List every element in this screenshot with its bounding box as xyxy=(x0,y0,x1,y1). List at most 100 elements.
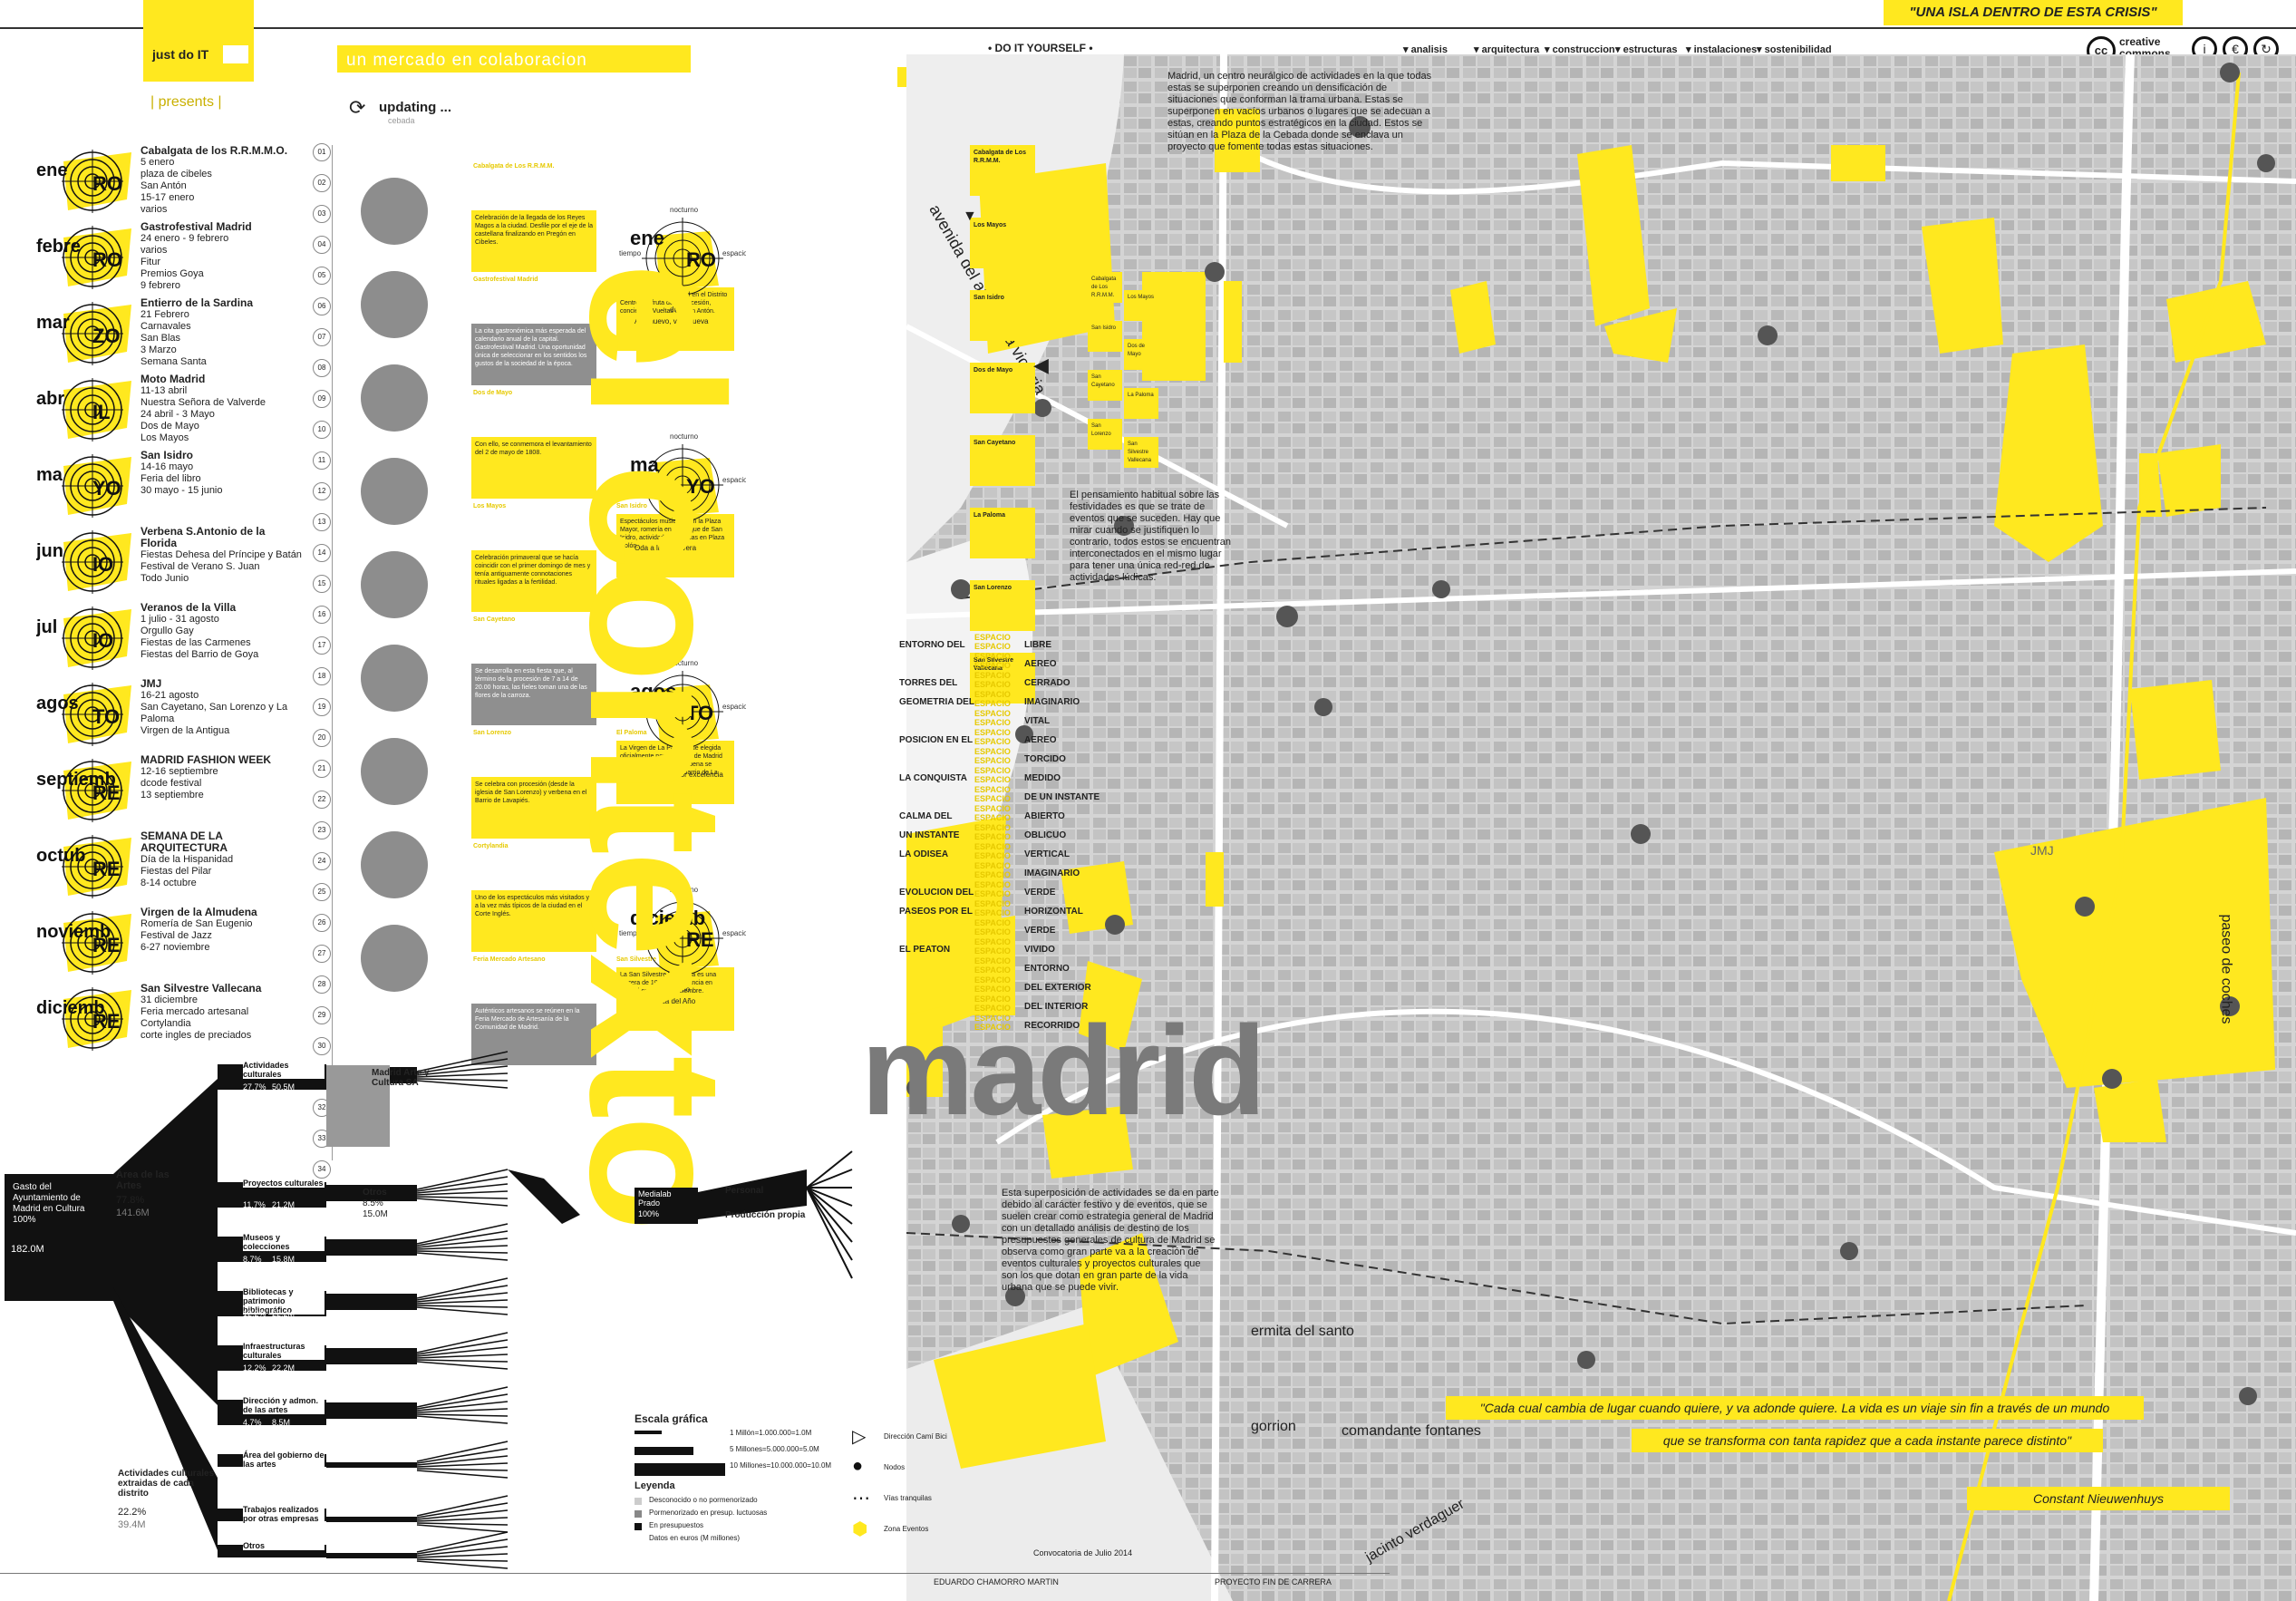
espacio-word: ESPACIO xyxy=(974,728,1011,737)
legend-label: Datos en euros (M millones) xyxy=(649,1534,741,1542)
event-block-small: San Isidro xyxy=(1088,321,1122,352)
sub-flow xyxy=(416,1277,509,1299)
month-suffix: RE xyxy=(92,934,121,956)
menu-item[interactable]: ▾ arquitectura xyxy=(1474,44,1540,55)
menu-item[interactable]: ▾ analisis xyxy=(1403,44,1448,55)
menu-item[interactable]: ▾ sostenibilidad xyxy=(1757,44,1832,55)
event-line: San Blas xyxy=(140,333,181,344)
event-line: Feria mercado artesanal xyxy=(140,1006,249,1017)
menu-item[interactable]: ▾ estructuras xyxy=(1615,44,1678,55)
dial-flag xyxy=(655,684,719,743)
sub-flow xyxy=(416,1305,509,1308)
menu-item[interactable]: ▾ construccion xyxy=(1545,44,1615,55)
legend-swatch xyxy=(635,1510,642,1518)
month-dial: ma YO xyxy=(36,454,131,518)
medialab-sub xyxy=(806,1187,853,1207)
espacio-right: VITAL xyxy=(1024,716,1051,726)
event-block: San Isidro xyxy=(970,290,1035,341)
dial-top-label: nocturno xyxy=(670,886,699,894)
legend-swatch xyxy=(635,1536,642,1543)
city-title: madrid xyxy=(861,999,1266,1141)
budget-sankey xyxy=(5,1051,853,1569)
node-label: Bibliotecas y patrimonio bibliográfico xyxy=(243,1287,325,1315)
scale-bar xyxy=(635,1431,662,1434)
intro-paragraph: Madrid, un centro neurálgico de activida… xyxy=(1167,71,1432,152)
connector-line xyxy=(332,145,333,1160)
event-group: JMJ 16-21 agosto San Cayetano, San Lorenzo… xyxy=(140,678,304,737)
row-number: 03 xyxy=(313,205,331,223)
dial-bottom-label: diurno xyxy=(670,985,691,994)
event-group: Moto Madrid 11-13 abril Nuestra Señora de … xyxy=(140,374,304,444)
sub-flow xyxy=(416,1198,509,1207)
dial-right-label: espacio xyxy=(722,703,746,711)
event-title: Gastrofestival Madrid xyxy=(473,277,538,283)
event-group: San Silvestre Vallecana 31 diciembre Feria… xyxy=(140,983,304,1042)
espacio-right: VERTICAL xyxy=(1024,849,1070,859)
espacio-word: ESPACIO xyxy=(974,832,1011,841)
legend-label: Pormenorizado en presup. luctuosas xyxy=(649,1509,768,1517)
dial-left-label: tiempo xyxy=(619,929,642,937)
dial-month-suffix: TO xyxy=(686,702,713,724)
pointer-icon: ▼ xyxy=(963,209,977,224)
row-number: 10 xyxy=(313,421,331,439)
node-pct: 27.7% xyxy=(243,1082,266,1092)
node-label: Otros xyxy=(243,1541,325,1550)
espacio-left: UN INSTANTE xyxy=(899,830,960,840)
event-line: 24 enero - 9 febrero xyxy=(140,233,229,244)
month-suffix: IL xyxy=(92,401,111,423)
node-label: Infraestructuras culturales xyxy=(243,1342,325,1360)
area-pct: 77.8% xyxy=(116,1195,145,1206)
event-line: Festival de Verano S. Juan xyxy=(140,561,260,572)
time-space-dial: nocturno diurno tiempo espacio ma YO xyxy=(619,432,746,540)
medialab-pct: 100% xyxy=(638,1209,660,1218)
node-val: 5.7M xyxy=(272,1563,291,1572)
medialab-sub xyxy=(806,1187,853,1225)
event-block: Cabalgata de Los R.R.M.M. xyxy=(970,145,1035,196)
sub-flow xyxy=(416,1230,509,1247)
sub-flow xyxy=(416,1448,509,1464)
event-line: San Cayetano, San Lorenzo y La Paloma xyxy=(140,702,288,724)
event-group: Verbena S.Antonio de la Florida Fiestas D… xyxy=(140,526,304,585)
row-number: 27 xyxy=(313,945,331,963)
row-number: 29 xyxy=(313,1006,331,1024)
espacio-left: LA CONQUISTA xyxy=(899,773,967,783)
time-space-dial: nocturno diurno tiempo espacio ene RO xyxy=(619,206,746,314)
row-number: 15 xyxy=(313,575,331,593)
espacio-left: LA ODISEA xyxy=(899,849,949,859)
madrid-arte-label: Madrid Arte y Cultura SA xyxy=(372,1068,430,1088)
subtitle-bar: un mercado en colaboracion xyxy=(337,45,691,73)
yellow-description: Con ello, se conmemora el levantamiento … xyxy=(471,437,596,499)
espacio-right: AEREO xyxy=(1024,659,1057,669)
month-suffix: RO xyxy=(92,248,122,271)
event-line: 15-17 enero xyxy=(140,192,195,203)
node-val: 22.2M xyxy=(272,1363,295,1373)
event-group: Entierro de la Sardina 21 Febrero Carnaval… xyxy=(140,297,304,368)
sub-flow xyxy=(416,1386,509,1408)
refresh-icon[interactable]: ⟳ xyxy=(349,96,366,119)
dial-caption: Despedida del Año xyxy=(635,997,696,1005)
espacio-word: ESPACIO xyxy=(974,908,1011,917)
event-line: Cortylandia xyxy=(140,1018,191,1029)
event-line: Dos de Mayo xyxy=(140,421,199,432)
event-title: San Silvestre xyxy=(616,956,656,963)
event-line: Cabalgata de los R.R.M.M.O. xyxy=(140,144,288,157)
espacio-word: ESPACIO xyxy=(974,690,1011,699)
sub-flow xyxy=(416,1462,509,1468)
event-line: Fiestas del Pilar xyxy=(140,866,212,877)
espacio-word: ESPACIO xyxy=(974,870,1011,879)
dial-caption: Más Castizo por excelencia xyxy=(635,771,723,779)
espacio-word: ESPACIO xyxy=(974,633,1011,642)
node-pct: 12.2% xyxy=(243,1363,266,1373)
month-abbr: septiemb xyxy=(36,770,116,790)
event-line: Moto Madrid xyxy=(140,373,206,385)
node-label: Trabajos realizados por otras empresas xyxy=(243,1505,325,1523)
dial-caption: Oda a la primavera xyxy=(635,544,697,552)
sub-flow xyxy=(416,1299,509,1305)
month-dial: jun IO xyxy=(36,530,131,594)
medialab-sub xyxy=(806,1169,853,1189)
scale-bar xyxy=(635,1447,693,1455)
event-block-small: La Paloma xyxy=(1124,388,1158,419)
menu-item[interactable]: ▾ instalaciones xyxy=(1686,44,1758,55)
